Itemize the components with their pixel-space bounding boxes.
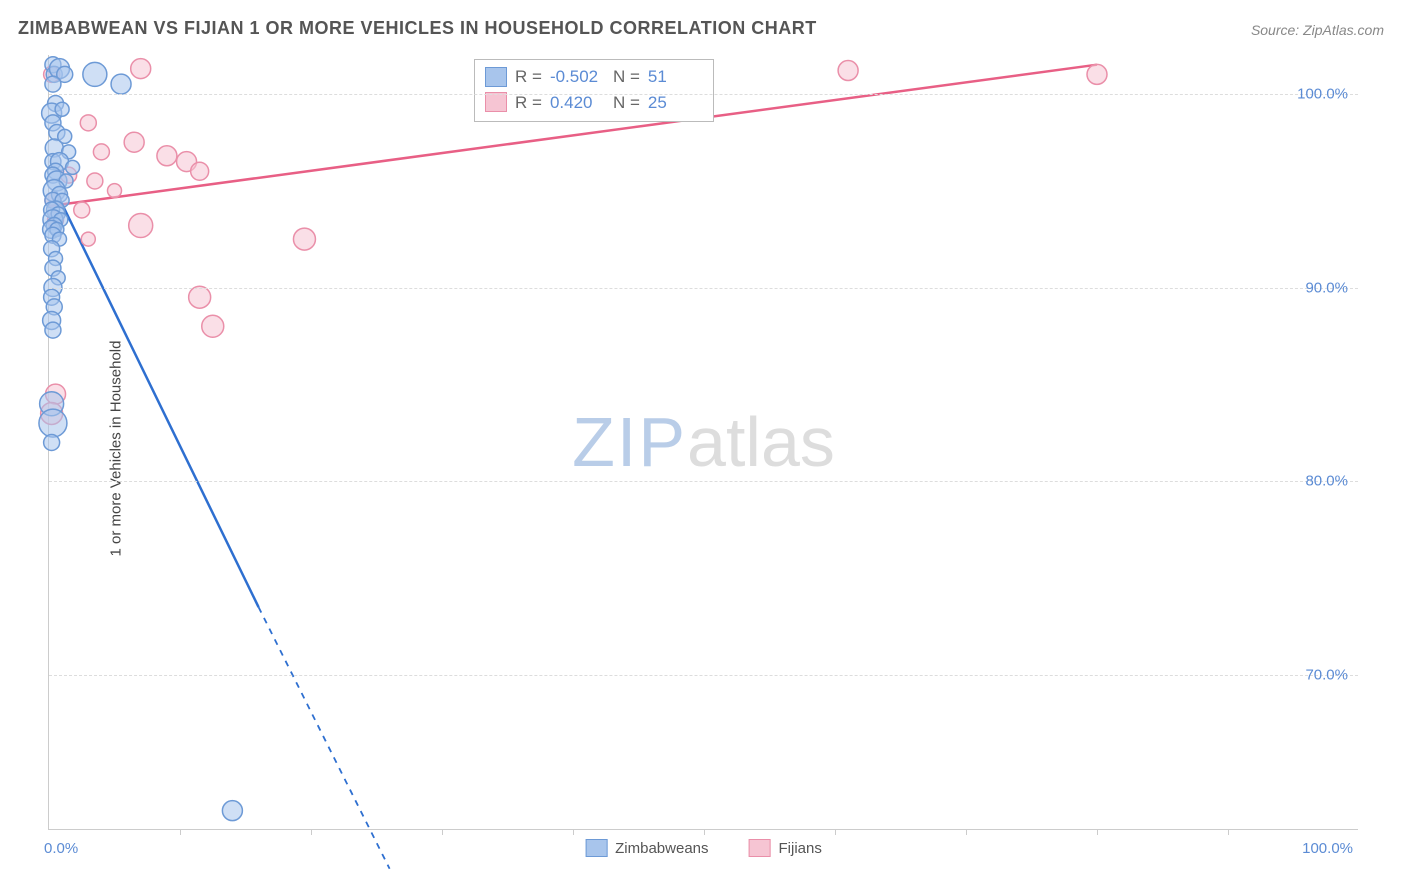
legend: Zimbabweans Fijians bbox=[585, 839, 822, 857]
legend-swatch-zimbabweans bbox=[585, 839, 607, 857]
plot-area: ZIPatlas R = -0.502 N = 51 R = 0.420 N =… bbox=[48, 55, 1358, 830]
stats-row-zimbabweans: R = -0.502 N = 51 bbox=[485, 64, 703, 90]
y-tick-label: 90.0% bbox=[1305, 279, 1348, 296]
x-tick bbox=[442, 829, 443, 835]
x-tick-left: 0.0% bbox=[44, 840, 78, 857]
gridline-h bbox=[49, 94, 1358, 95]
chart-title: ZIMBABWEAN VS FIJIAN 1 OR MORE VEHICLES … bbox=[18, 18, 817, 39]
stats-n-label: N = bbox=[613, 64, 640, 90]
stats-n-zim: 51 bbox=[648, 64, 703, 90]
y-tick-label: 70.0% bbox=[1305, 667, 1348, 684]
y-tick-label: 80.0% bbox=[1305, 473, 1348, 490]
gridline-h bbox=[49, 675, 1358, 676]
legend-swatch-fijians bbox=[749, 839, 771, 857]
x-tick bbox=[966, 829, 967, 835]
gridline-h bbox=[49, 288, 1358, 289]
x-tick bbox=[1097, 829, 1098, 835]
stats-box: R = -0.502 N = 51 R = 0.420 N = 25 bbox=[474, 59, 714, 122]
x-tick bbox=[704, 829, 705, 835]
x-tick bbox=[835, 829, 836, 835]
stats-r-zim: -0.502 bbox=[550, 64, 605, 90]
gridline-h bbox=[49, 481, 1358, 482]
x-tick bbox=[573, 829, 574, 835]
source-label: Source: ZipAtlas.com bbox=[1251, 22, 1384, 38]
stats-r-label: R = bbox=[515, 64, 542, 90]
swatch-zimbabweans bbox=[485, 67, 507, 87]
chart-container: ZIMBABWEAN VS FIJIAN 1 OR MORE VEHICLES … bbox=[0, 0, 1406, 892]
legend-item-zimbabweans: Zimbabweans bbox=[585, 839, 708, 857]
swatch-fijians bbox=[485, 92, 507, 112]
legend-label-fijians: Fijians bbox=[779, 840, 822, 857]
x-tick bbox=[311, 829, 312, 835]
x-tick bbox=[180, 829, 181, 835]
legend-item-fijians: Fijians bbox=[749, 839, 822, 857]
x-tick-right: 100.0% bbox=[1302, 840, 1353, 857]
x-tick bbox=[1228, 829, 1229, 835]
y-tick-label: 100.0% bbox=[1297, 85, 1348, 102]
plot-svg bbox=[49, 55, 1359, 830]
legend-label-zimbabweans: Zimbabweans bbox=[615, 840, 708, 857]
